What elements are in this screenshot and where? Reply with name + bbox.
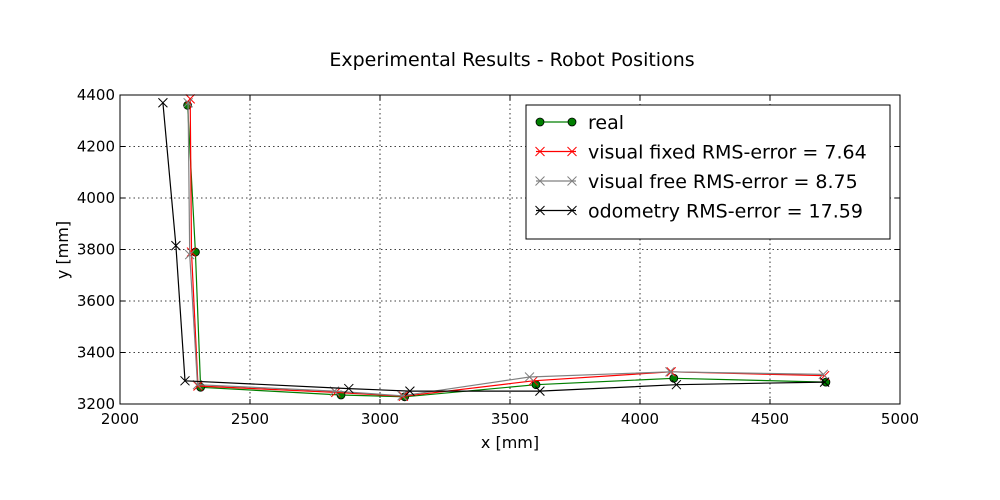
series-2	[183, 97, 829, 401]
data-point	[665, 366, 675, 377]
data-point	[671, 379, 682, 390]
series-line	[187, 105, 826, 398]
y-tick-label: 3600	[77, 292, 115, 310]
data-point	[535, 176, 545, 186]
y-tick-label: 4000	[77, 189, 115, 207]
series-layer	[158, 94, 831, 402]
data-point	[171, 240, 181, 251]
legend: real visual fixed RMS-error = 7.64 visual …	[525, 104, 891, 240]
data-point	[405, 386, 415, 396]
data-point	[158, 97, 168, 108]
y-tick-label: 4400	[77, 86, 115, 104]
series-line	[187, 102, 824, 397]
legend-entry: odometry RMS-error = 17.59	[535, 201, 863, 223]
series-3	[158, 97, 830, 396]
x-axis-label: x [mm]	[481, 433, 539, 452]
y-tick-label: 3200	[77, 395, 115, 413]
series-line	[189, 98, 825, 397]
data-point	[180, 375, 190, 386]
legend-label: visual free RMS-error = 8.75	[588, 171, 858, 193]
y-axis-label: y [mm]	[53, 221, 72, 279]
data-point	[535, 205, 545, 216]
data-point	[819, 377, 830, 387]
data-point	[567, 176, 577, 186]
data-point	[343, 383, 354, 394]
legend-entry: visual fixed RMS-error = 7.64	[535, 142, 867, 164]
x-tick-label: 3000	[361, 410, 399, 428]
data-point	[535, 146, 545, 157]
data-point	[567, 205, 577, 216]
y-tick-label: 4200	[77, 138, 115, 156]
legend-box	[525, 104, 891, 240]
data-point	[193, 381, 203, 391]
data-point	[524, 372, 535, 382]
series-line	[162, 102, 825, 392]
data-point	[567, 146, 577, 157]
data-point	[397, 390, 407, 401]
legend-entry: real	[535, 112, 624, 134]
data-point	[398, 391, 409, 402]
axis-ticks: 2000 2500 3000 3500 4000 4500 5000 3200 3400 3600…	[77, 86, 919, 428]
legend-entry: visual free RMS-error = 8.75	[535, 171, 858, 193]
chart-title: Experimental Results - Robot Positions	[329, 49, 694, 71]
legend-label: odometry RMS-error = 17.59	[588, 201, 863, 223]
legend-label: visual fixed RMS-error = 7.64	[588, 142, 867, 164]
data-point	[818, 369, 829, 380]
x-tick-label: 4000	[621, 410, 659, 428]
data-point	[183, 97, 193, 108]
x-tick-label: 5000	[881, 410, 919, 428]
y-tick-label: 3800	[77, 241, 115, 259]
legend-label: real	[588, 112, 624, 134]
x-tick-label: 2500	[231, 410, 269, 428]
data-point	[535, 117, 545, 127]
x-tick-label: 3500	[491, 410, 529, 428]
y-tick-label: 3400	[77, 344, 115, 362]
data-point	[567, 117, 577, 127]
data-point	[535, 386, 545, 396]
data-point	[184, 249, 195, 260]
data-point	[186, 247, 197, 257]
x-tick-label: 2000	[101, 410, 139, 428]
x-tick-label: 4500	[751, 410, 789, 428]
